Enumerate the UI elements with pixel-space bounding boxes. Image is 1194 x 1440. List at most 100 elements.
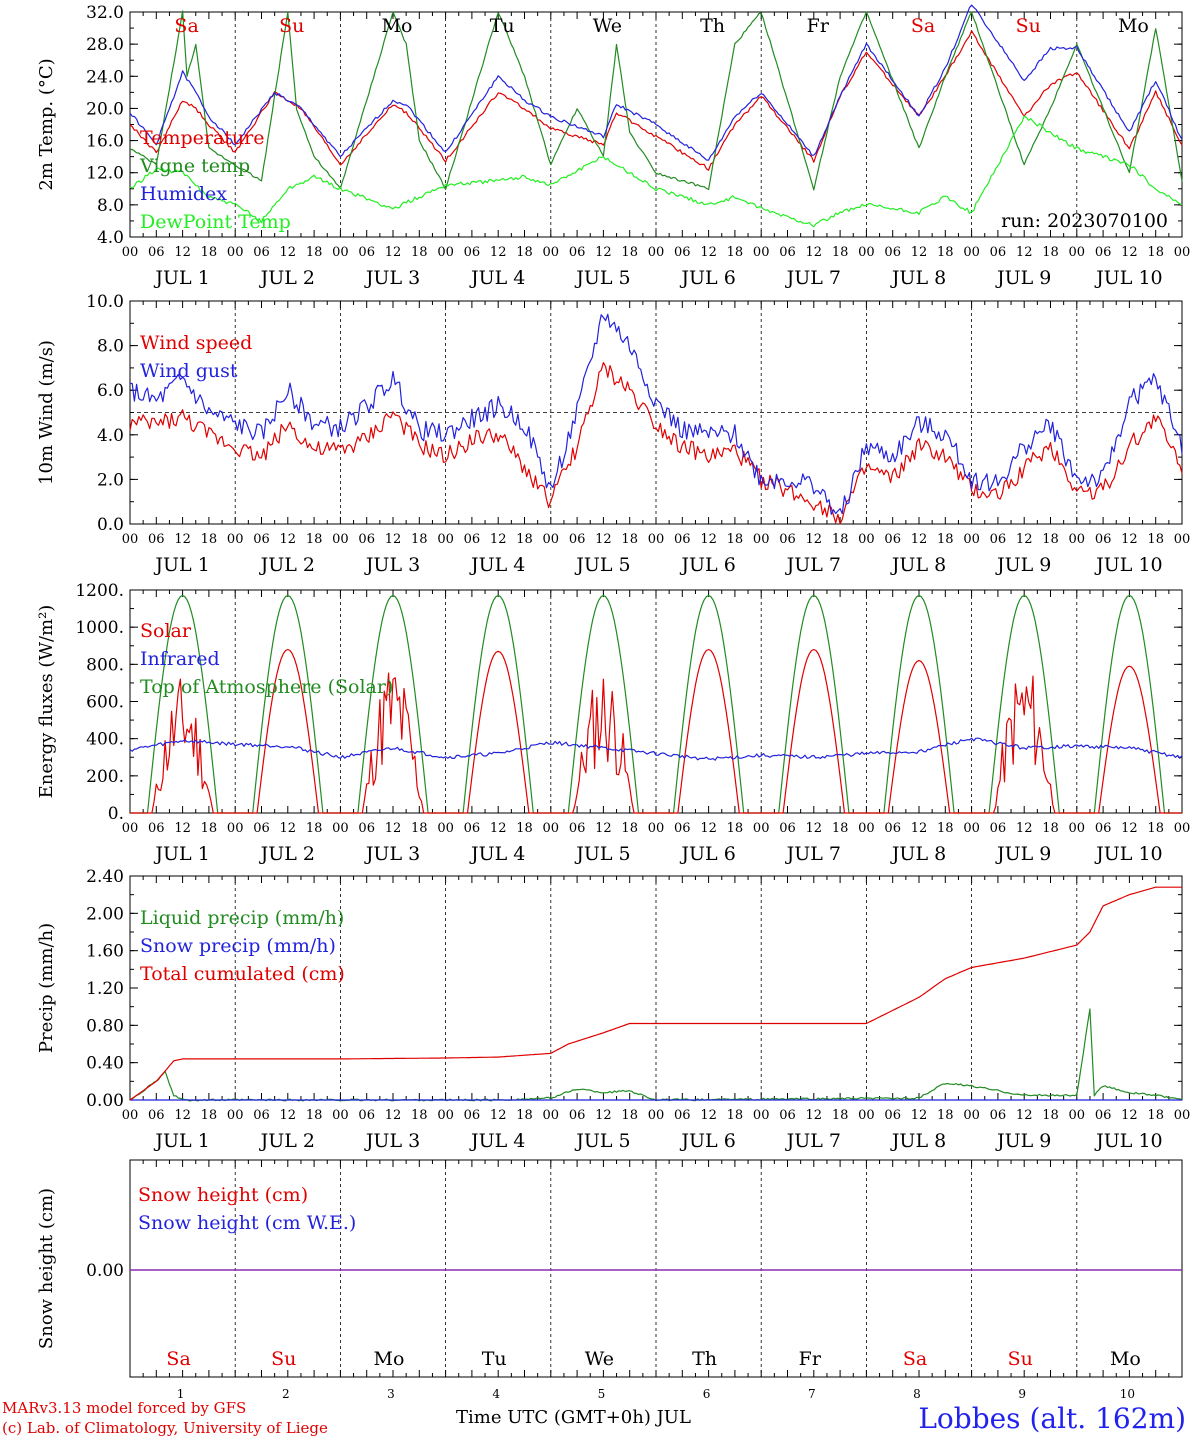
date-label: JUL 2 [259,267,315,289]
y-tick-label: 32.0 [86,3,124,23]
hour-tick-label: 18 [727,821,744,836]
day-number-label: 6 [703,1387,711,1401]
date-label: JUL 10 [1094,267,1162,289]
hour-tick-label: 18 [516,1108,533,1123]
hour-tick-label: 12 [700,821,717,836]
hour-tick-label: 00 [1069,532,1086,547]
day-number-label: 1 [177,1387,185,1401]
hour-tick-label: 06 [674,1108,691,1123]
hour-tick-label: 00 [648,532,665,547]
y-axis-label: Energy fluxes (W/m²) [36,605,57,799]
hour-tick-label: 12 [700,532,717,547]
y-tick-label: 16.0 [86,132,124,152]
weekday-label: Sa [911,15,935,37]
hour-tick-label: 12 [1016,1108,1033,1123]
hour-tick-label: 00 [858,532,875,547]
hour-tick-label: 00 [437,821,454,836]
hour-tick-label: 12 [1016,821,1033,836]
hour-tick-label: 12 [385,821,402,836]
date-label: JUL 2 [259,554,315,576]
hour-tick-label: 18 [1042,532,1059,547]
date-label: JUL 7 [785,267,841,289]
hour-tick-label: 18 [411,821,428,836]
hour-tick-label: 12 [490,532,507,547]
hour-tick-label: 12 [174,245,191,260]
hour-tick-label: 12 [490,1108,507,1123]
y-tick-label: 2.40 [86,867,124,887]
hour-tick-label: 18 [306,821,323,836]
day-number-label: 9 [1018,1387,1026,1401]
weekday-label: Mo [1118,15,1149,37]
weekday-label: Su [1008,1348,1033,1370]
y-tick-label: 400. [86,730,124,750]
hour-tick-label: 06 [358,821,375,836]
hour-tick-label: 06 [148,532,165,547]
hour-tick-label: 12 [385,245,402,260]
date-label: JUL 10 [1094,554,1162,576]
hour-tick-label: 06 [358,1108,375,1123]
hour-tick-label: 00 [753,821,770,836]
weekday-label: Su [279,15,304,37]
hour-tick-label: 12 [595,821,612,836]
hour-tick-label: 06 [1095,821,1112,836]
legend-entry: DewPoint Temp [140,211,291,233]
weekday-label: Mo [1110,1348,1141,1370]
hour-tick-label: 18 [621,532,638,547]
y-tick-label: 200. [86,767,124,787]
date-label: JUL 3 [364,267,420,289]
legend-entry: Snow height (cm) [138,1184,308,1206]
legend-entry: Total cumulated (cm) [140,963,345,985]
hour-tick-label: 18 [1147,1108,1164,1123]
hour-tick-label: 18 [411,245,428,260]
hour-tick-label: 00 [1174,532,1191,547]
date-label: JUL 10 [1094,843,1162,865]
weekday-label: Sa [166,1348,190,1370]
hour-tick-label: 12 [490,245,507,260]
date-label: JUL 6 [679,554,735,576]
hour-tick-label: 18 [1147,245,1164,260]
hour-tick-label: 18 [727,532,744,547]
hour-tick-label: 12 [595,245,612,260]
hour-tick-label: 18 [832,245,849,260]
hour-tick-label: 06 [1095,532,1112,547]
series-line [129,362,1183,525]
hour-tick-label: 12 [595,532,612,547]
hour-tick-label: 12 [911,532,928,547]
series-line [129,4,1183,161]
hour-tick-label: 06 [358,532,375,547]
hour-tick-label: 12 [911,821,928,836]
y-tick-label: 0.80 [86,1016,124,1036]
series-line [129,10,1183,191]
hour-tick-label: 18 [516,532,533,547]
hour-tick-label: 12 [490,821,507,836]
hour-tick-label: 06 [253,821,270,836]
date-label: JUL 7 [785,843,841,865]
hour-tick-label: 18 [411,1108,428,1123]
hour-tick-label: 12 [1121,532,1138,547]
hour-tick-label: 00 [332,532,349,547]
hour-tick-label: 12 [385,1108,402,1123]
hour-tick-label: 00 [332,1108,349,1123]
y-tick-label: 2.0 [97,470,124,490]
y-tick-label: 0.00 [86,1091,124,1111]
legend-entry: Temperature [140,127,264,149]
hour-tick-label: 00 [227,1108,244,1123]
hour-tick-label: 00 [437,532,454,547]
hour-tick-label: 00 [122,1108,139,1123]
hour-tick-label: 06 [990,1108,1007,1123]
hour-tick-label: 18 [937,1108,954,1123]
legend-entry: Liquid precip (mm/h) [140,907,344,929]
y-tick-label: 1.60 [86,942,124,962]
hour-tick-label: 12 [1016,532,1033,547]
station-name: Lobbes (alt. 162m) [918,1402,1186,1435]
legend-entry: Snow precip (mm/h) [140,935,336,957]
date-label: JUL 3 [364,554,420,576]
hour-tick-label: 18 [727,245,744,260]
y-tick-label: 0.40 [86,1054,124,1074]
hour-tick-label: 12 [1016,245,1033,260]
weekday-label: Tu [490,15,515,37]
hour-tick-label: 06 [884,532,901,547]
hour-tick-label: 18 [516,821,533,836]
hour-tick-label: 18 [832,1108,849,1123]
y-tick-label: 2.00 [86,904,124,924]
